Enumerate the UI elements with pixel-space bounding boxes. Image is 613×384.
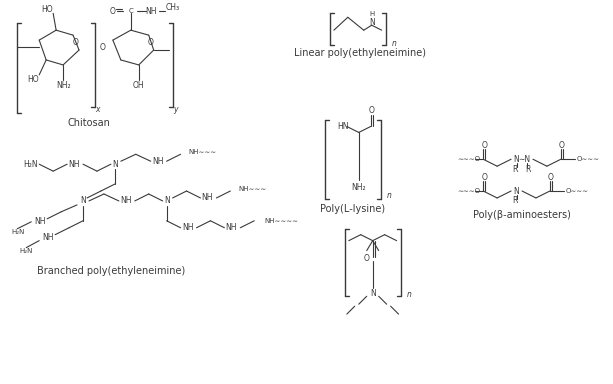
Text: NH: NH [68, 160, 80, 169]
Text: NH∼∼∼: NH∼∼∼ [238, 186, 267, 192]
Text: NH: NH [152, 157, 164, 166]
Text: Chitosan: Chitosan [67, 118, 110, 127]
Text: O: O [369, 106, 375, 115]
Text: HO: HO [28, 75, 39, 84]
Text: N: N [513, 155, 519, 164]
Text: ∼∼∼O: ∼∼∼O [457, 188, 481, 194]
Text: ∼N: ∼N [518, 155, 530, 164]
Text: R: R [525, 165, 531, 174]
Text: OH: OH [133, 81, 145, 90]
Text: NH: NH [182, 223, 193, 232]
Text: N: N [513, 187, 519, 195]
Text: R: R [512, 197, 518, 205]
Text: N: N [370, 289, 376, 298]
Text: NH∼∼∼: NH∼∼∼ [189, 149, 216, 155]
Text: N: N [80, 197, 86, 205]
Text: NH∼∼∼∼: NH∼∼∼∼ [264, 218, 298, 224]
Text: NH₂: NH₂ [351, 182, 366, 192]
Text: Poly(L-lysine): Poly(L-lysine) [320, 204, 386, 214]
Text: N: N [369, 18, 375, 27]
Text: C: C [129, 8, 133, 14]
Text: O: O [481, 141, 487, 150]
Text: O: O [364, 254, 370, 263]
Text: NH: NH [226, 223, 237, 232]
Text: ∼∼∼O: ∼∼∼O [457, 156, 481, 162]
Text: Branched poly(ethyleneimine): Branched poly(ethyleneimine) [37, 266, 185, 276]
Text: O: O [100, 43, 106, 51]
Text: NH: NH [120, 197, 132, 205]
Text: NH: NH [42, 233, 54, 242]
Text: N: N [164, 197, 170, 205]
Text: NH: NH [202, 194, 213, 202]
Text: O: O [110, 7, 116, 16]
Text: H₂N: H₂N [12, 229, 25, 235]
Text: NH₂: NH₂ [56, 81, 70, 90]
Text: H: H [369, 11, 375, 17]
Text: N: N [112, 160, 118, 169]
Text: NH: NH [34, 217, 46, 226]
Text: O∼∼∼: O∼∼∼ [577, 156, 600, 162]
Text: O: O [148, 38, 154, 46]
Text: R: R [512, 165, 518, 174]
Text: NH: NH [145, 7, 156, 16]
Text: HO: HO [41, 5, 53, 14]
Text: n: n [406, 290, 411, 299]
Text: O∼∼∼: O∼∼∼ [566, 188, 589, 194]
Text: n: n [392, 38, 397, 48]
Text: H₂N: H₂N [19, 248, 32, 253]
Text: Poly(β-aminoesters): Poly(β-aminoesters) [473, 210, 571, 220]
Text: Linear poly(ethyleneimine): Linear poly(ethyleneimine) [294, 48, 426, 58]
Text: O: O [481, 173, 487, 182]
Text: O: O [548, 173, 554, 182]
Text: O: O [559, 141, 565, 150]
Text: y: y [173, 105, 178, 114]
Text: O: O [73, 38, 79, 46]
Text: n: n [387, 192, 392, 200]
Text: x: x [94, 105, 99, 114]
Text: HN: HN [337, 122, 348, 131]
Text: H₂N: H₂N [23, 160, 38, 169]
Text: CH₃: CH₃ [166, 3, 180, 12]
